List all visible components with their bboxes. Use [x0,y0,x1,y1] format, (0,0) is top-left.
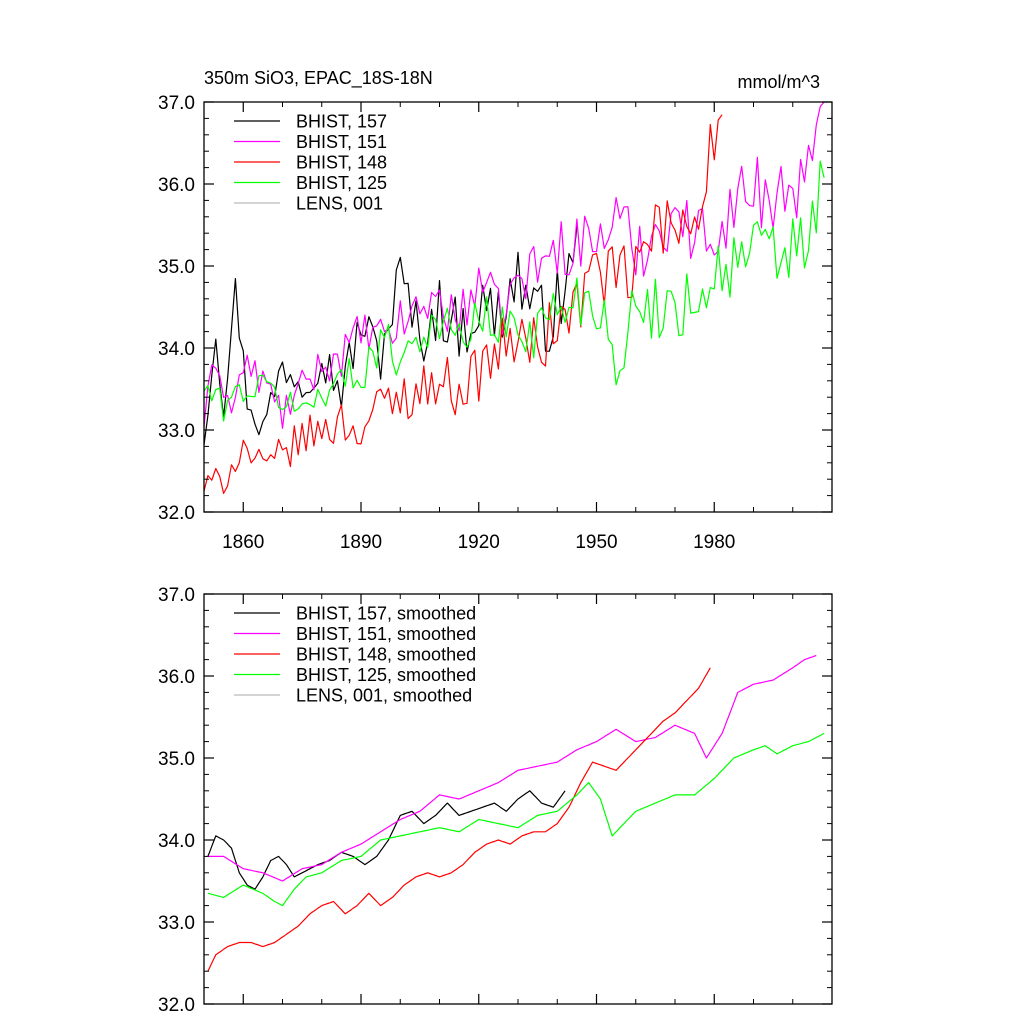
bottom-ytick-label-1: 33.0 [158,913,195,934]
bottom-ticks-group: 32.0 33.0 34.0 35.0 36.0 37.0 [158,585,832,1016]
bottom-ytick-label-5: 37.0 [158,585,195,606]
bottom-legend-label-4: LENS, 001, smoothed [296,686,472,706]
chart-title: 350m SiO3, EPAC_18S-18N [204,68,433,89]
top-legend-label-4: LENS, 001 [296,194,383,214]
top-xtick-label-0: 1860 [222,532,264,553]
top-ytick-label-0: 32.0 [158,503,195,524]
bottom-ytick-label-2: 34.0 [158,831,195,852]
units-label: mmol/m^3 [738,72,820,92]
top-ytick-label-5: 37.0 [158,93,195,114]
bottom-series-line-1 [207,654,817,882]
top-series-line-1 [203,101,825,429]
top-legend-label-2: BHIST, 148 [296,153,387,173]
bottom-series-line-2 [207,667,711,972]
bottom-ytick-label-0: 32.0 [158,995,195,1016]
bottom-ytick-label-4: 36.0 [158,667,195,688]
top-xtick-label-1: 1890 [340,532,382,553]
top-ytick-label-2: 34.0 [158,339,195,360]
bottom-legend-label-0: BHIST, 157, smoothed [296,604,476,624]
top-series-line-3 [203,160,825,422]
bottom-ytick-label-3: 35.0 [158,749,195,770]
top-ticks-group: 32.0 33.0 34.0 35.0 36.0 37.0 1860 1890 1920 1950… [158,93,832,553]
bottom-legend-label-1: BHIST, 151, smoothed [296,624,476,644]
top-ytick-label-3: 35.0 [158,257,195,278]
top-legend-label-1: BHIST, 151 [296,132,387,152]
top-series-group [203,101,825,494]
top-ytick-label-4: 36.0 [158,175,195,196]
top-xtick-label-4: 1980 [693,532,735,553]
top-ytick-label-1: 33.0 [158,421,195,442]
top-xtick-label-2: 1920 [458,532,500,553]
bottom-legend-label-3: BHIST, 125, smoothed [296,665,476,685]
bottom-panel: 32.0 33.0 34.0 35.0 36.0 37.0 BHIST, 157, smo… [158,585,833,1016]
bottom-series-line-3 [207,732,825,907]
top-legend-label-3: BHIST, 125 [296,173,387,193]
bottom-series-line-0 [207,790,566,890]
top-series-line-2 [203,114,723,494]
top-panel: 32.0 33.0 34.0 35.0 36.0 37.0 1860 1890 1920 1950… [158,93,833,553]
top-series-line-0 [203,226,578,445]
bottom-legend-label-2: BHIST, 148, smoothed [296,645,476,665]
top-xtick-label-3: 1950 [575,532,617,553]
bottom-series-group [207,654,825,972]
top-legend-label-0: BHIST, 157 [296,112,387,132]
